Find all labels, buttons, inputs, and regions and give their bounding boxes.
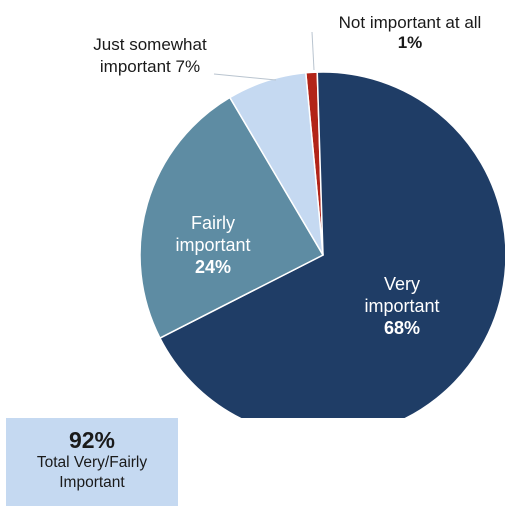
summary-label: Total Very/Fairly Important [36, 454, 148, 491]
pie-slice [158, 71, 505, 418]
pie-slice [228, 71, 324, 256]
slice-label: 24% [195, 257, 231, 277]
summary-box: 92% Total Very/Fairly Important [6, 418, 178, 506]
slice-label: Fairly [191, 213, 235, 233]
slice-label: Not important at all [339, 13, 482, 32]
leader-line [213, 73, 277, 81]
slice-label: important [175, 235, 250, 255]
summary-value: 92% [68, 427, 116, 453]
pie-chart: Not important at all1%Veryimportant68%Fa… [93, 13, 505, 418]
slice-label: 68% [384, 318, 420, 338]
slice-label: 1% [398, 33, 423, 52]
slice-label: Just somewhat [93, 35, 207, 54]
pie-slice [139, 96, 325, 340]
slice-label: important 7% [100, 57, 200, 76]
slice-label: important [364, 296, 439, 316]
leader-line [311, 31, 315, 71]
slice-label: Very [384, 274, 420, 294]
